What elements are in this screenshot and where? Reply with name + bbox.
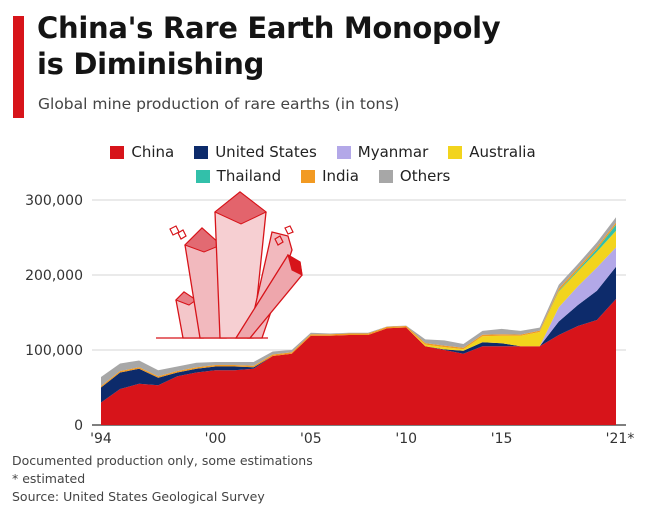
y-tick-label: 200,000 — [25, 268, 83, 284]
note-estimated: * estimated — [12, 471, 86, 486]
series-area-others — [101, 217, 616, 386]
legend-label: Thailand — [216, 167, 282, 185]
crystal-illustration — [156, 191, 303, 339]
legend-label: India — [322, 167, 359, 185]
legend-swatch — [448, 145, 463, 159]
legend-label: China — [131, 143, 175, 161]
chart-legend: China United States Myanmar Australia Thail… — [0, 140, 646, 188]
y-tick-label: 0 — [74, 418, 83, 434]
legend-swatch — [336, 145, 351, 159]
series-area-china — [101, 299, 616, 425]
source-note: Source: United States Geological Survey — [12, 489, 265, 504]
legend-item: China — [110, 143, 174, 161]
legend-item: India — [301, 167, 359, 185]
legend-row: China United States Myanmar Australia — [0, 140, 646, 164]
legend-item: United States — [194, 143, 317, 161]
legend-swatch — [378, 169, 393, 183]
chart-title-line1: China's Rare Earth Monopoly — [37, 11, 501, 45]
x-tick-label: '21* — [606, 431, 635, 447]
title-accent-bar — [13, 16, 24, 118]
legend-swatch — [194, 145, 209, 159]
legend-row: Thailand India Others — [0, 164, 646, 188]
legend-label: United States — [215, 143, 317, 161]
chart-notes: Documented production only, some estimat… — [12, 452, 313, 506]
x-tick-label: '00 — [205, 431, 227, 447]
legend-label: Australia — [469, 143, 536, 161]
legend-swatch — [110, 145, 125, 159]
x-tick-label: '15 — [491, 431, 513, 447]
series-area-united-states — [101, 266, 616, 403]
y-tick-label: 100,000 — [25, 343, 83, 359]
legend-swatch — [195, 169, 210, 183]
x-tick-label: '05 — [300, 431, 322, 447]
chart-title: China's Rare Earth Monopoly is Diminishi… — [37, 10, 501, 82]
legend-item: Others — [378, 167, 451, 185]
legend-item: Myanmar — [336, 143, 429, 161]
x-tick-label: '94 — [90, 431, 112, 447]
chart-title-line2: is Diminishing — [37, 47, 265, 81]
legend-label: Others — [399, 167, 451, 185]
legend-swatch — [301, 169, 316, 183]
note-documented: Documented production only, some estimat… — [12, 453, 313, 468]
legend-item: Thailand — [195, 167, 282, 185]
y-tick-label: 300,000 — [25, 193, 83, 209]
x-tick-label: '10 — [395, 431, 417, 447]
legend-label: Myanmar — [357, 143, 429, 161]
chart-subtitle: Global mine production of rare earths (i… — [38, 95, 400, 113]
legend-item: Australia — [448, 143, 536, 161]
